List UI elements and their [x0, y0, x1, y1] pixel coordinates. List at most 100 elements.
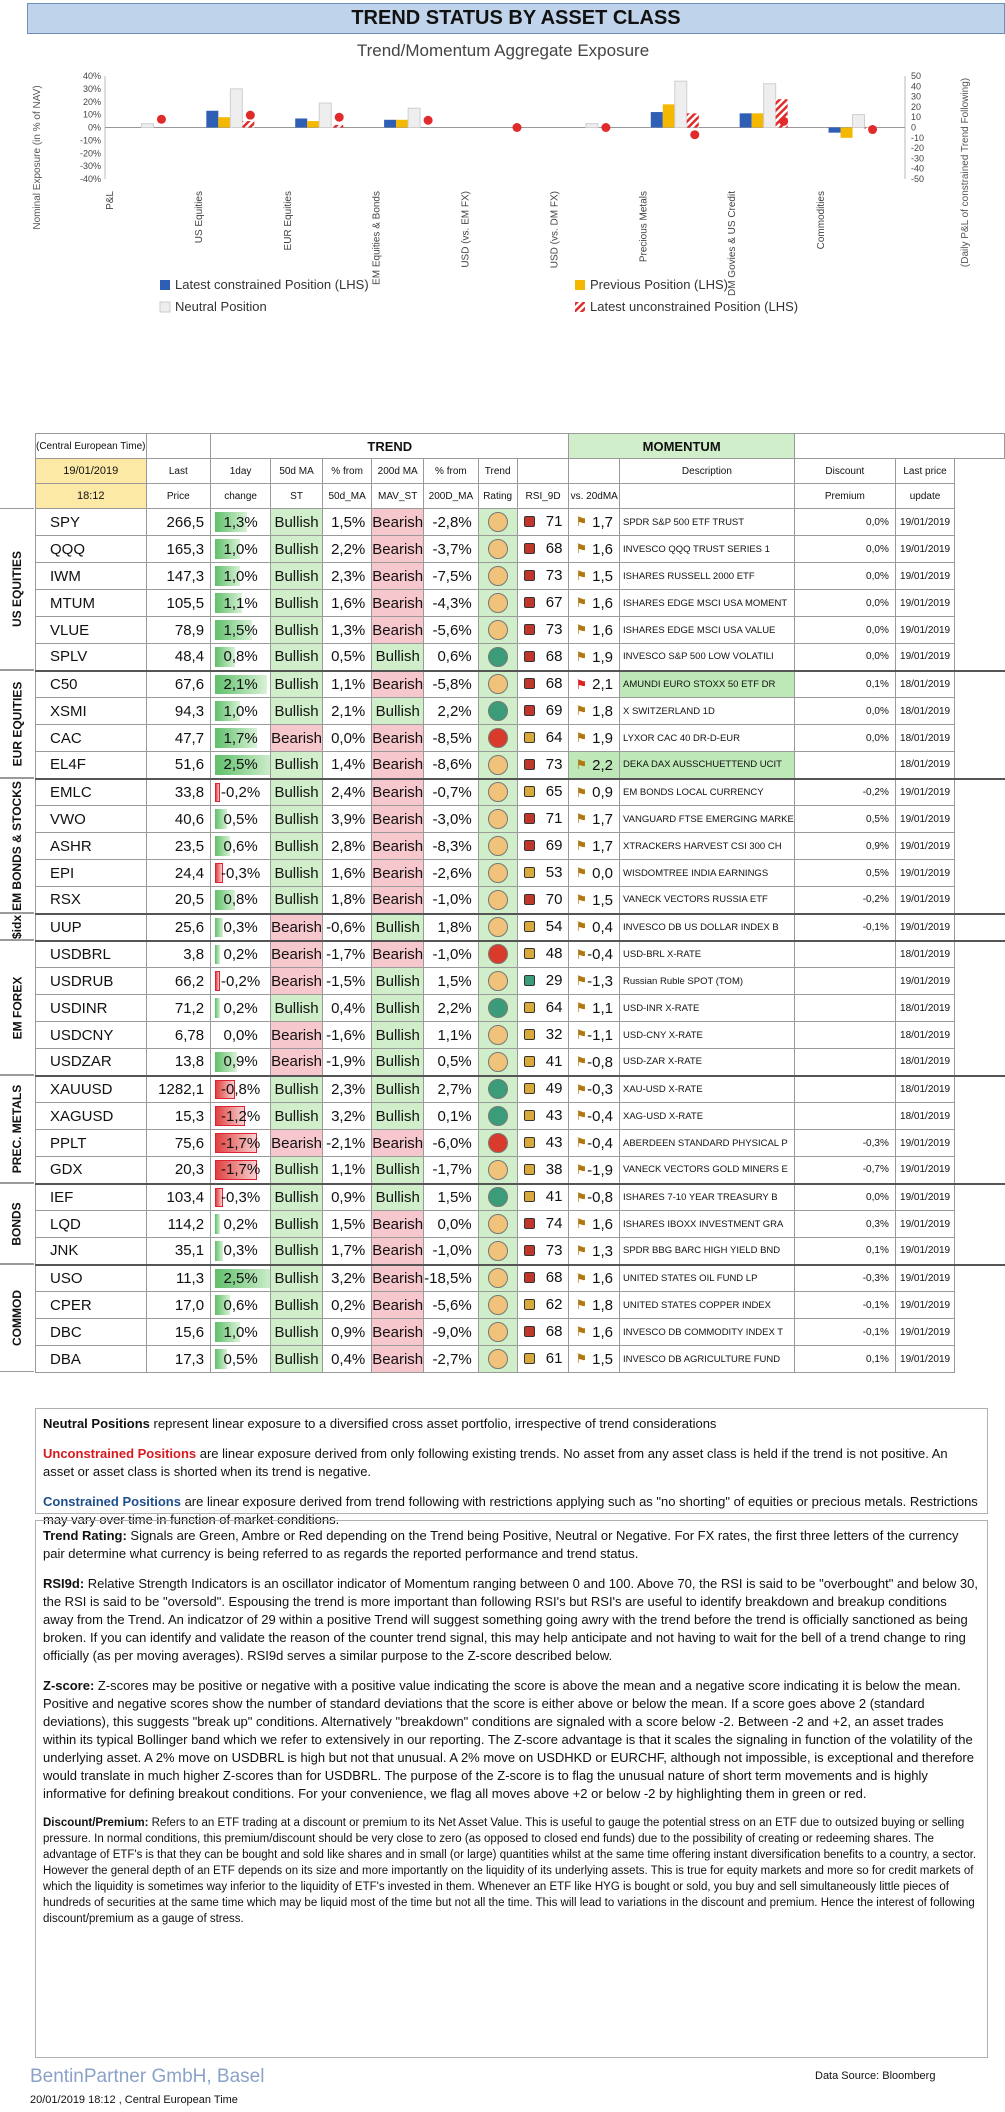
pct-from-50d: 1,5%: [321, 1210, 373, 1238]
rsi-9d: 73: [516, 1237, 570, 1265]
ticker: ASHR: [35, 832, 147, 860]
day-change: 0,8%: [210, 643, 272, 671]
ma200-status: Bullish: [371, 913, 425, 941]
trend-rating-text: Signals are Green, Ambre or Red dependin…: [43, 1528, 959, 1561]
flag-icon: ⚑: [575, 514, 588, 530]
footer-timestamp: 20/01/2019 18:12 , Central European Time: [30, 2094, 238, 2106]
ma200-status: Bearish: [371, 508, 425, 536]
pct-from-200d: -2,6%: [423, 859, 479, 887]
rsi-value: 48: [545, 945, 563, 963]
z-score-value: -1,9: [587, 1161, 613, 1179]
trend-rating-dot: [487, 566, 508, 586]
ticker: LQD: [35, 1210, 147, 1238]
rsi-9d: 61: [516, 1345, 570, 1373]
pct-from-200d: -9,0%: [423, 1318, 479, 1346]
last-update: 18/01/2019: [894, 1075, 956, 1103]
left-tick-label: -30%: [80, 161, 101, 171]
description: VANGUARD FTSE EMERGING MARKE: [619, 805, 795, 833]
rsi-value: 41: [545, 1188, 563, 1206]
ma200-status: Bearish: [371, 616, 425, 644]
z-score: ⚑ 1,9: [568, 643, 620, 671]
day-change: -1,7%: [210, 1129, 272, 1157]
pct-from-200d: -1,0%: [423, 1237, 479, 1265]
rsi-value: 71: [545, 810, 563, 827]
bar-latest-constrained-position-lhs--1: [206, 110, 219, 128]
day-change: -0,2%: [210, 778, 272, 806]
left-tick-label: 30%: [83, 84, 101, 94]
discount-premium: 0,0%: [793, 1183, 896, 1211]
pct-from-200d: -1,0%: [423, 940, 479, 968]
ma200-status: Bearish: [371, 859, 425, 887]
ma200-status: Bearish: [371, 670, 425, 698]
table-row: XSMI 94,3 1,0% Bullish 2,1% Bullish 2,2% 69 ⚑ 1,8…: [35, 697, 1005, 725]
change-value: 0,5%: [223, 1350, 258, 1368]
table-row: RSX 20,5 0,8% Bullish 1,8% Bearish -1,0% 70 ⚑ 1,5…: [35, 886, 1005, 914]
flag-icon: ⚑: [575, 1081, 588, 1097]
col-subheader-1: change: [210, 483, 272, 509]
z-score-value: 1,5: [592, 1350, 613, 1368]
rsi-value: 53: [545, 864, 563, 881]
ticker: EPI: [35, 859, 147, 887]
bar-neutral-position-7: [763, 83, 777, 128]
last-update: 18/01/2019: [894, 751, 956, 779]
rsi-value: 73: [545, 755, 563, 773]
bar-previous-position-lhs--7: [751, 113, 764, 128]
trend-rating: [477, 1156, 518, 1184]
description: UNITED STATES OIL FUND LP: [619, 1264, 795, 1292]
change-bar: [215, 674, 268, 694]
pct-from-200d: 0,0%: [423, 1210, 479, 1238]
trend-rating: [477, 940, 518, 968]
pct-from-200d: 0,5%: [423, 1048, 479, 1076]
change-value: 1,0%: [223, 702, 258, 720]
trend-rating-dot: [487, 1079, 508, 1100]
z-score: ⚑ -0,4: [568, 1129, 620, 1157]
trend-rating: [477, 751, 518, 779]
ma50-status: Bullish: [270, 508, 323, 536]
last-update: 19/01/2019: [894, 589, 956, 617]
ticker: QQQ: [35, 535, 147, 563]
pct-from-50d: 3,2%: [321, 1102, 373, 1130]
left-tick-label: -40%: [80, 174, 101, 184]
change-bar: [215, 1214, 221, 1234]
flag-icon: ⚑: [575, 1270, 588, 1286]
rsi-signal-icon: [523, 624, 535, 635]
change-bar: [215, 701, 240, 721]
category-label-7: DM Govies & US Credit: [727, 191, 738, 296]
last-price: 33,8: [145, 778, 212, 806]
chart-title: Trend/Momentum Aggregate Exposure: [357, 41, 649, 60]
constrained-text: are linear exposure derived from trend f…: [43, 1494, 978, 1527]
rsi-9d: 41: [516, 1183, 570, 1211]
discount-premium: 0,5%: [793, 805, 896, 833]
day-change: -0,2%: [210, 967, 272, 995]
z-score: ⚑ -0,4: [568, 940, 620, 968]
left-axis-title: Nominal Exposure (in % of NAV): [32, 85, 43, 229]
trend-rating: [477, 589, 518, 617]
trend-rating-dot: [487, 1240, 508, 1261]
change-bar: [215, 1349, 228, 1369]
description: USD-CNY X-RATE: [619, 1021, 795, 1049]
flag-icon: ⚑: [575, 1054, 588, 1069]
trend-rating-dot: [487, 1322, 508, 1342]
ticker: RSX: [35, 886, 147, 914]
col-header-7: [516, 458, 570, 484]
bar-neutral-position-3: [407, 107, 421, 128]
change-value: 1,0%: [223, 1323, 258, 1341]
discount-premium: 0,0%: [793, 724, 896, 752]
neutral-heading: Neutral Positions: [43, 1416, 150, 1431]
rsi-signal-icon: [523, 1029, 535, 1040]
legend-label-3: Latest unconstrained Position (LHS): [590, 299, 798, 314]
last-update: 19/01/2019: [894, 1264, 956, 1292]
ma50-status: Bullish: [270, 1156, 323, 1184]
day-change: -0,3%: [210, 859, 272, 887]
legend-swatch-0: [160, 280, 170, 290]
last-price: 47,7: [145, 724, 212, 752]
trend-rating: [477, 1183, 518, 1211]
pct-from-50d: 0,0%: [321, 724, 373, 752]
change-bar: [215, 944, 221, 964]
z-score-value: 1,8: [592, 702, 613, 720]
rsi-value: 68: [545, 675, 563, 693]
rsi-9d: 68: [516, 1318, 570, 1346]
col-header-4: 200d MA: [371, 458, 425, 484]
col-subheader-7: RSI_9D: [516, 483, 570, 509]
change-bar: [215, 1052, 238, 1072]
